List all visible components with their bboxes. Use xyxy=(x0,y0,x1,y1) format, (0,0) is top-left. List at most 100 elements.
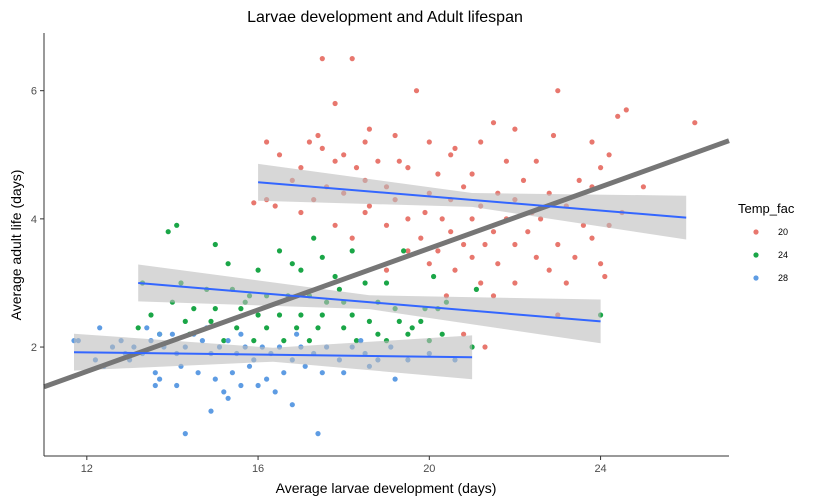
point-20-25 xyxy=(332,158,338,164)
point-24-46 xyxy=(264,325,270,331)
legend-key-24 xyxy=(753,252,759,258)
point-20-91 xyxy=(512,280,518,286)
legend-key-28 xyxy=(753,275,759,281)
point-20-83 xyxy=(572,254,578,260)
point-20-32 xyxy=(298,165,304,171)
point-20-27 xyxy=(396,158,402,164)
point-20-98 xyxy=(482,344,488,350)
point-24-0 xyxy=(174,222,180,228)
point-28-49 xyxy=(341,370,347,376)
point-24-13 xyxy=(362,280,368,286)
point-20-20 xyxy=(319,145,325,151)
point-24-39 xyxy=(366,318,372,324)
x-tick-label-12: 12 xyxy=(81,463,93,475)
point-24-6 xyxy=(349,248,355,254)
point-24-45 xyxy=(234,325,240,331)
point-24-47 xyxy=(294,325,300,331)
point-20-30 xyxy=(533,158,539,164)
point-20-70 xyxy=(490,229,497,235)
point-20-72 xyxy=(349,235,355,241)
x-axis-ticks: 12 16 20 24 xyxy=(81,456,607,475)
point-28-53 xyxy=(174,382,180,389)
point-20-8 xyxy=(490,120,497,126)
point-20-64 xyxy=(538,216,544,222)
point-20-2 xyxy=(413,88,420,94)
point-24-52 xyxy=(439,331,445,337)
point-28-43 xyxy=(229,370,235,376)
point-20-92 xyxy=(563,280,569,286)
point-28-57 xyxy=(272,389,278,395)
point-24-59 xyxy=(353,338,360,344)
point-20-88 xyxy=(383,267,390,273)
point-28-60 xyxy=(289,402,295,408)
point-28-67 xyxy=(238,331,244,337)
point-24-37 xyxy=(319,312,325,318)
point-24-44 xyxy=(208,318,214,324)
point-24-1 xyxy=(165,229,171,235)
point-20-33 xyxy=(353,165,360,171)
point-28-9 xyxy=(157,331,163,337)
point-24-50 xyxy=(375,331,381,337)
point-20-38 xyxy=(576,177,582,183)
point-20-73 xyxy=(418,235,424,241)
plot-area xyxy=(43,56,730,437)
point-20-80 xyxy=(435,248,441,254)
point-20-75 xyxy=(482,241,488,248)
point-20-5 xyxy=(623,107,629,113)
point-20-23 xyxy=(606,152,612,158)
point-20-24 xyxy=(276,152,283,158)
point-24-11 xyxy=(298,267,304,273)
point-20-44 xyxy=(461,184,467,190)
point-20-4 xyxy=(332,100,338,107)
point-20-0 xyxy=(319,56,325,62)
fit-line-overall xyxy=(43,138,730,390)
point-28-62 xyxy=(182,431,188,437)
point-24-5 xyxy=(276,248,283,254)
point-24-66 xyxy=(409,325,415,331)
point-20-26 xyxy=(375,158,381,164)
point-28-58 xyxy=(152,382,158,389)
chart-title: Larvae development and Adult lifespan xyxy=(247,9,523,26)
point-24-67 xyxy=(135,325,141,331)
point-24-56 xyxy=(251,338,257,344)
legend-label-20: 20 xyxy=(778,227,788,237)
point-20-29 xyxy=(503,158,509,164)
point-24-41 xyxy=(418,318,424,324)
point-20-11 xyxy=(392,132,398,139)
point-24-10 xyxy=(289,261,295,267)
point-20-97 xyxy=(461,331,467,337)
point-28-2 xyxy=(97,325,103,331)
point-28-47 xyxy=(302,363,308,369)
point-28-48 xyxy=(319,370,325,376)
x-tick-label-24: 24 xyxy=(594,463,606,475)
point-28-51 xyxy=(392,376,398,382)
point-24-34 xyxy=(255,312,261,318)
point-24-64 xyxy=(473,286,479,292)
point-24-36 xyxy=(298,312,304,318)
point-20-12 xyxy=(315,132,321,139)
point-24-58 xyxy=(306,338,312,344)
point-20-84 xyxy=(598,261,604,267)
point-20-100 xyxy=(272,203,278,209)
point-20-58 xyxy=(298,209,304,216)
point-24-57 xyxy=(281,338,287,344)
point-20-67 xyxy=(332,222,338,228)
point-20-31 xyxy=(598,165,604,171)
point-24-38 xyxy=(349,312,355,318)
confidence-band-20 xyxy=(258,163,687,240)
point-20-28 xyxy=(448,152,454,158)
point-20-36 xyxy=(469,171,475,177)
y-axis-title: Average adult life (days) xyxy=(8,170,24,321)
point-20-61 xyxy=(439,216,445,222)
y-tick-label-2: 2 xyxy=(31,342,37,354)
fit-line-28 xyxy=(73,351,473,359)
legend-key-20 xyxy=(753,229,759,235)
point-20-15 xyxy=(362,139,368,145)
fit-line-20 xyxy=(258,181,687,219)
point-24-14 xyxy=(383,280,390,286)
point-20-39 xyxy=(640,184,647,190)
point-24-9 xyxy=(255,267,261,273)
point-24-55 xyxy=(221,338,227,344)
point-28-56 xyxy=(255,382,261,389)
point-20-79 xyxy=(405,248,411,254)
